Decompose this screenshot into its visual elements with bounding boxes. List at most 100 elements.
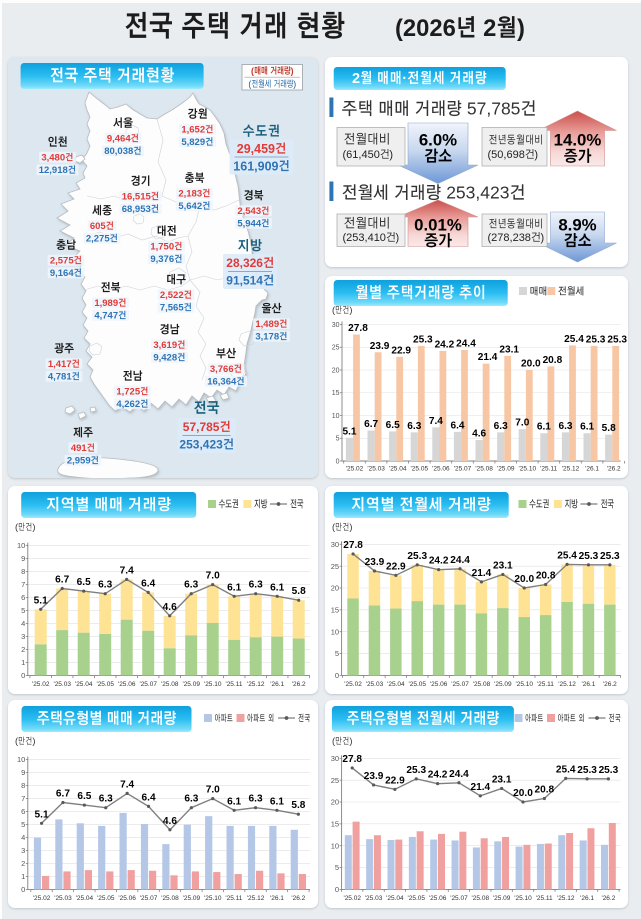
svg-text:1: 1	[21, 658, 25, 667]
svg-text:4,747: 4,747	[94, 311, 118, 322]
svg-text:16,515: 16,515	[122, 191, 152, 202]
svg-text:'25.05: '25.05	[407, 895, 425, 902]
svg-text:7.0: 7.0	[206, 785, 220, 796]
svg-text:'25.02: '25.02	[346, 466, 364, 473]
svg-text:3,766: 3,766	[210, 364, 234, 375]
svg-text:'26.2: '26.2	[603, 681, 617, 688]
svg-text:'25.06: '25.06	[118, 895, 136, 902]
svg-text:21.4: 21.4	[478, 352, 498, 363]
svg-text:29,459: 29,459	[237, 142, 275, 156]
svg-text:'25.04: '25.04	[389, 466, 407, 473]
svg-text:5.8: 5.8	[602, 423, 616, 434]
svg-text:3,619: 3,619	[153, 340, 177, 351]
svg-text:'26.2: '26.2	[601, 895, 615, 902]
svg-text:6.3: 6.3	[184, 580, 198, 591]
svg-text:253,423: 253,423	[179, 438, 223, 452]
svg-text:'25.03: '25.03	[367, 466, 385, 473]
svg-text:253,423: 253,423	[446, 183, 509, 203]
svg-text:'25.12: '25.12	[562, 466, 580, 473]
svg-text:7.0: 7.0	[515, 418, 529, 429]
svg-text:'25.06: '25.06	[118, 681, 136, 688]
svg-text:6.3: 6.3	[249, 580, 263, 591]
svg-text:2,543: 2,543	[237, 206, 261, 217]
svg-text:6.3: 6.3	[407, 421, 421, 432]
svg-text:'25.08: '25.08	[475, 466, 493, 473]
svg-text:3: 3	[21, 846, 25, 855]
svg-text:25.3: 25.3	[586, 334, 606, 345]
svg-text:(50,698: (50,698	[488, 149, 525, 161]
svg-text:(278,238: (278,238	[488, 232, 531, 244]
svg-text:'25.03: '25.03	[365, 895, 383, 902]
svg-text:'25.11: '25.11	[225, 895, 242, 902]
svg-text:24.4: 24.4	[449, 769, 469, 780]
svg-text:'26.1: '26.1	[580, 895, 594, 902]
svg-text:'25.12: '25.12	[247, 681, 265, 688]
svg-text:'25.10: '25.10	[519, 466, 537, 473]
svg-text:10: 10	[331, 627, 339, 636]
svg-text:6: 6	[21, 593, 25, 602]
svg-text:6.7: 6.7	[364, 419, 378, 430]
svg-text:24.4: 24.4	[456, 338, 476, 349]
svg-text:25.3: 25.3	[607, 334, 627, 345]
svg-text:): )	[291, 66, 294, 76]
svg-text:'25.12: '25.12	[557, 895, 575, 902]
svg-text:30: 30	[332, 322, 340, 329]
svg-text:605: 605	[90, 221, 107, 232]
svg-text:5: 5	[21, 820, 25, 829]
svg-text:491: 491	[71, 443, 88, 454]
svg-text:'26.2: '26.2	[291, 895, 305, 902]
svg-text:'25.08: '25.08	[473, 681, 491, 688]
svg-text:0: 0	[335, 671, 339, 680]
svg-text:2: 2	[21, 645, 25, 654]
svg-text:23.9: 23.9	[364, 771, 384, 782]
svg-text:25.4: 25.4	[557, 550, 577, 561]
svg-text:'25.02: '25.02	[33, 895, 51, 902]
svg-text:12,918: 12,918	[39, 165, 68, 176]
svg-text:0: 0	[21, 671, 25, 680]
svg-text:'25.02: '25.02	[32, 681, 50, 688]
svg-text:'26.1: '26.1	[270, 681, 284, 688]
svg-text:5,944: 5,944	[237, 219, 261, 230]
svg-text:'25.05: '25.05	[411, 466, 429, 473]
svg-text:23.1: 23.1	[499, 344, 519, 355]
svg-text:6.3: 6.3	[98, 580, 112, 591]
svg-text:'25.10: '25.10	[204, 895, 222, 902]
svg-text:24.2: 24.2	[435, 339, 455, 350]
svg-text:'25.06: '25.06	[429, 895, 447, 902]
svg-text:'25.08: '25.08	[161, 895, 179, 902]
svg-text:7.4: 7.4	[120, 565, 134, 576]
svg-text:21.4: 21.4	[470, 782, 490, 793]
svg-text:4,262: 4,262	[116, 399, 140, 410]
svg-text:91,514: 91,514	[226, 274, 263, 288]
svg-text:4.6: 4.6	[472, 429, 486, 440]
svg-text:'25.07: '25.07	[454, 466, 472, 473]
svg-text:9,376: 9,376	[150, 254, 174, 265]
svg-text:7: 7	[21, 580, 25, 589]
svg-text:'25.07: '25.07	[451, 681, 469, 688]
svg-text:161,909: 161,909	[233, 159, 278, 173]
svg-text:24.4: 24.4	[450, 555, 470, 566]
svg-text:'25.03: '25.03	[53, 681, 71, 688]
svg-text:6.3: 6.3	[558, 421, 572, 432]
svg-text:25.3: 25.3	[406, 765, 426, 776]
svg-text:1,989: 1,989	[94, 298, 118, 309]
svg-text:'25.08: '25.08	[472, 895, 490, 902]
svg-text:1,750: 1,750	[150, 241, 174, 252]
svg-text:10: 10	[17, 541, 25, 550]
svg-text:2: 2	[21, 859, 25, 868]
svg-text:25.3: 25.3	[600, 551, 620, 562]
svg-text:2: 2	[483, 15, 496, 42]
svg-text:(: (	[15, 736, 19, 746]
svg-text:'25.12: '25.12	[558, 681, 576, 688]
svg-text:5.8: 5.8	[291, 800, 305, 811]
svg-text:): )	[349, 736, 352, 746]
svg-text:15: 15	[331, 819, 339, 828]
svg-text:'26.2: '26.2	[607, 466, 621, 473]
svg-text:20: 20	[331, 584, 339, 593]
svg-text:'25.06: '25.06	[430, 681, 448, 688]
svg-text:22.9: 22.9	[386, 561, 406, 572]
svg-text:'25.07: '25.07	[139, 681, 157, 688]
svg-text:'26.1: '26.1	[582, 681, 596, 688]
svg-text:4,781: 4,781	[48, 372, 72, 383]
svg-text:6.4: 6.4	[450, 420, 464, 431]
